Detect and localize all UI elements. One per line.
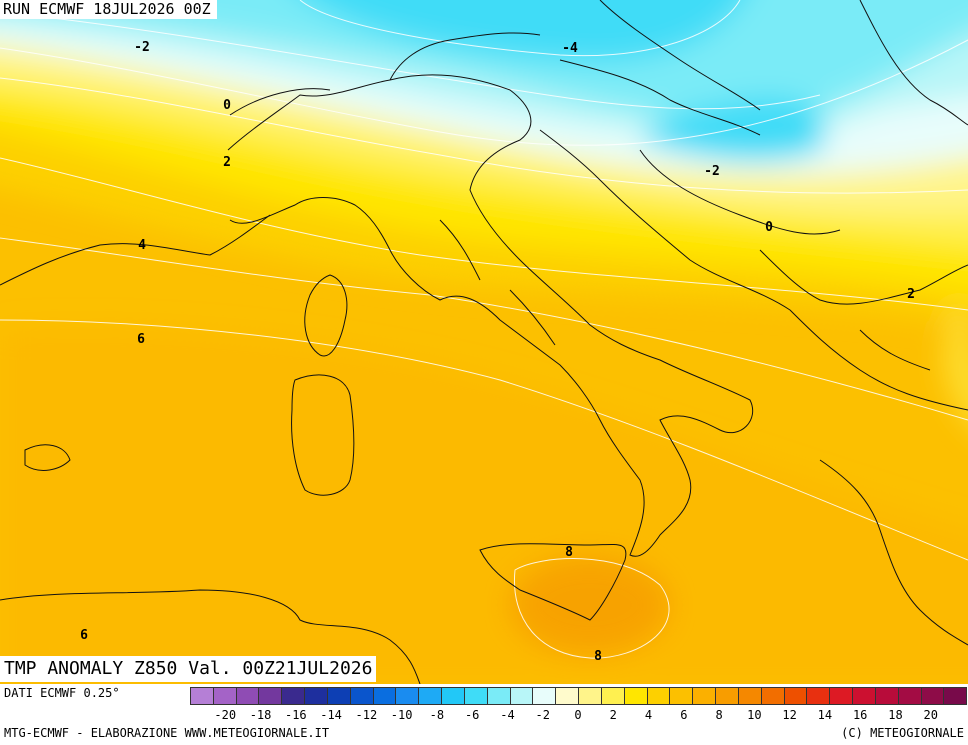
colorbar-tick-label: 0	[574, 708, 582, 722]
map-title: TMP ANOMALY Z850 Val. 00Z21JUL2026	[0, 656, 377, 682]
colorbar-swatch	[897, 687, 922, 705]
contour-label: 6	[80, 628, 88, 643]
footer: DATI ECMWF 0.25° -20 -18 -16 -14 -12 -10 -8 -6-…	[0, 684, 968, 745]
colorbar-swatch	[943, 687, 968, 705]
colorbar-swatch	[326, 687, 351, 705]
colorbar-tick-label: -8	[429, 708, 445, 722]
contour-label: -2	[704, 164, 720, 179]
contour-label: -2	[134, 40, 150, 55]
colorbar-swatch	[190, 687, 214, 705]
contour-label: 2	[223, 155, 231, 170]
colorbar-tick-label: -14	[320, 708, 342, 722]
colorbar-tick-label: -2	[535, 708, 550, 722]
colorbar-swatch	[372, 687, 397, 705]
colorbar-swatch	[623, 687, 648, 705]
colorbar-swatch	[920, 687, 945, 705]
colorbar-swatch	[395, 687, 420, 705]
colorbar-swatch	[852, 687, 876, 705]
colorbar-swatch	[486, 687, 511, 705]
contour-label: 0	[223, 98, 231, 113]
colorbar-swatch	[874, 687, 899, 705]
colorbar-swatch	[715, 687, 739, 705]
colorbar-swatch	[418, 687, 443, 705]
contour-label: 4	[138, 238, 146, 253]
colorbar-swatch	[600, 687, 625, 705]
colorbar-swatch	[829, 687, 854, 705]
colorbar-tick-label: 10	[747, 708, 762, 722]
colorbar-swatch	[463, 687, 488, 705]
colorbar-swatch	[555, 687, 580, 705]
colorbar-swatch	[578, 687, 602, 705]
colorbar-swatch	[258, 687, 283, 705]
colorbar-tick-label: -20	[214, 708, 237, 722]
colorbar-tick-label: 2	[609, 708, 617, 722]
contour-label: 0	[765, 220, 773, 235]
contour-label: 2	[907, 287, 915, 302]
map-canvas	[0, 0, 968, 684]
colorbar-tick-label: 8	[715, 708, 723, 722]
colorbar-tick-label: 12	[782, 708, 797, 722]
colorbar-swatch	[737, 687, 762, 705]
colorbar-swatch	[760, 687, 785, 705]
data-source-label: DATI ECMWF 0.25°	[4, 686, 120, 700]
colorbar-tick-label: 18	[888, 708, 903, 722]
colorbar-swatch	[509, 687, 534, 705]
colorbar-swatch	[532, 687, 557, 705]
credit-left: MTG-ECMWF - ELABORAZIONE WWW.METEOGIORNA…	[4, 726, 330, 740]
colorbar	[190, 687, 968, 705]
colorbar-tick-label: -18	[249, 708, 272, 722]
colorbar-swatch	[646, 687, 671, 705]
colorbar-swatch	[783, 687, 808, 705]
colorbar-swatch	[692, 687, 717, 705]
colorbar-swatch	[806, 687, 831, 705]
colorbar-tick-label: 14	[817, 708, 833, 722]
coastlines	[0, 0, 968, 684]
colorbar-tick-label: -12	[355, 708, 378, 722]
contour-label: 8	[565, 545, 573, 560]
colorbar-tick-label: 4	[644, 708, 653, 722]
colorbar-swatch	[349, 687, 374, 705]
contour-label: 6	[137, 332, 145, 347]
colorbar-swatch	[281, 687, 306, 705]
run-label: RUN ECMWF 18JUL2026 00Z	[0, 0, 217, 19]
colorbar-tick-label: -4	[500, 708, 515, 722]
credit-right: (C) METEOGIORNALE	[841, 726, 964, 740]
colorbar-swatch	[235, 687, 260, 705]
anomaly-map: RUN ECMWF 18JUL2026 00Z TMP ANOMALY Z850…	[0, 0, 968, 684]
contour-label: 8	[594, 649, 602, 664]
colorbar-ticks: -20 -18 -16 -14 -12 -10 -8 -6 -4 -2 0 2 4 6 8 10 12 14 16 1…	[190, 708, 966, 722]
colorbar-swatch	[212, 687, 237, 705]
colorbar-tick-label: 16	[852, 708, 868, 722]
colorbar-tick-label: -16	[284, 708, 307, 722]
colorbar-tick-label: -10	[390, 708, 413, 722]
colorbar-tick-label: 20	[923, 708, 938, 722]
colorbar-swatch	[669, 687, 694, 705]
colorbar-tick-label: -6	[464, 708, 480, 722]
colorbar-tick-label: 6	[680, 708, 688, 722]
contour-lines	[0, 0, 968, 659]
contour-label: -4	[562, 41, 578, 56]
colorbar-swatch	[304, 687, 328, 705]
colorbar-swatch	[441, 687, 465, 705]
anomaly-field	[0, 0, 968, 684]
